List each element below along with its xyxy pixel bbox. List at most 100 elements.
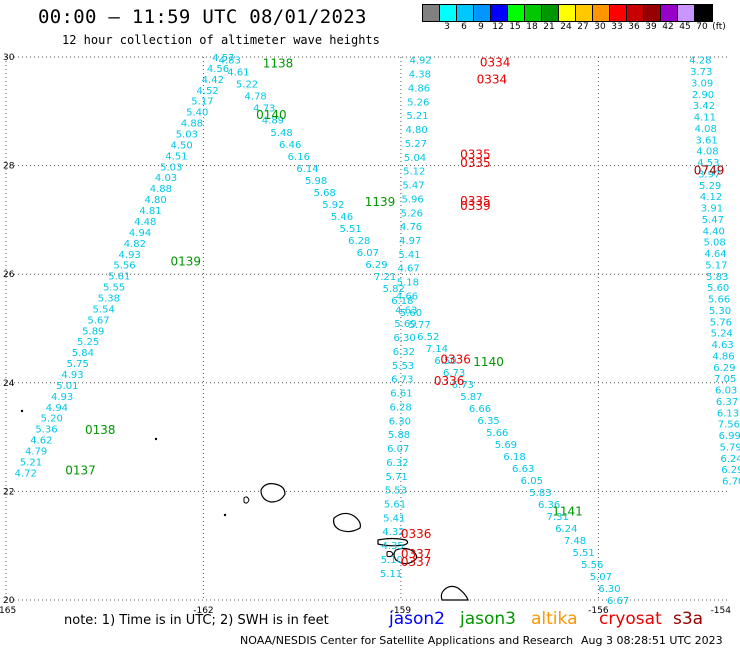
wave-height-value: 6.73	[391, 375, 413, 386]
wave-height-value: 4.80	[145, 195, 167, 206]
wave-height-value: 5.01	[56, 381, 78, 392]
wave-height-value: 4.08	[695, 124, 717, 135]
wave-height-value: 5.69	[495, 440, 517, 451]
wave-height-value: 6.50	[434, 356, 456, 367]
wave-height-value: 4.66	[396, 291, 418, 302]
lat-tick-label: 28	[3, 162, 15, 172]
legend-swatch	[542, 5, 559, 21]
wave-height-value: 6.03	[715, 386, 737, 397]
pass-time-label: 0137	[65, 464, 96, 478]
wave-height-value: 5.20	[41, 414, 63, 425]
wave-height-value: 4.83	[219, 56, 241, 67]
pass-time-label: 0335	[460, 194, 491, 208]
wave-height-value: 4.81	[139, 206, 161, 217]
track-s3a-0749: 4.283.733.092.903.424.114.083.614.084.53…	[689, 56, 740, 488]
wave-height-value: 5.17	[705, 260, 727, 271]
wave-height-value: 6.32	[393, 347, 415, 358]
wave-height-value: 6.29	[365, 260, 387, 271]
legend-swatch	[678, 5, 695, 21]
wave-height-value: 4.67	[398, 264, 420, 275]
wave-height-value: 5.21	[20, 457, 42, 468]
wave-height-value: 6.30	[394, 333, 416, 344]
pass-time-label: 0334	[477, 73, 508, 87]
generated-timestamp: Aug 3 08:28:51 UTC 2023	[581, 634, 723, 647]
wave-height-value: 5.03	[176, 130, 198, 141]
wave-height-value: 4.51	[165, 151, 187, 162]
wave-height-value: 5.82	[383, 284, 405, 295]
wave-height-value: 4.86	[712, 351, 734, 362]
legend-label: 6	[461, 22, 467, 32]
wave-height-value: 5.47	[402, 181, 424, 192]
wave-height-value: 4.78	[245, 92, 267, 103]
wave-height-value: 4.94	[129, 228, 151, 239]
wave-height-value: 4.61	[227, 68, 249, 79]
legend-label: 18	[526, 22, 538, 32]
lat-tick-label: 22	[3, 487, 14, 497]
wave-height-value: 5.54	[93, 304, 115, 315]
pass-time-label: 0140	[256, 108, 287, 122]
wave-height-value: 5.83	[529, 488, 551, 499]
legend-label: 3	[444, 22, 450, 32]
lon-tick-label: -154	[711, 606, 732, 616]
wave-height-value: 6.36	[538, 500, 560, 511]
wave-height-value: 6.14	[296, 164, 318, 175]
wave-height-value: 5.89	[82, 326, 104, 337]
wave-height-value: 4.12	[700, 192, 722, 203]
wave-height-value: 3.91	[701, 204, 723, 215]
wave-height-value: 5.38	[98, 293, 120, 304]
wave-height-value: 3.73	[690, 67, 712, 78]
wave-height-value: 5.79	[719, 442, 740, 453]
wave-height-value: 4.64	[704, 249, 726, 260]
wave-height-value: 4.08	[696, 147, 718, 158]
pass-time-label: 1140	[473, 355, 504, 369]
wave-height-value: 6.70	[722, 477, 740, 488]
grid-lines	[5, 56, 730, 601]
wave-height-value: 5.10	[381, 555, 403, 566]
legend-swatch	[559, 5, 576, 21]
wave-height-value: 5.61	[384, 500, 406, 511]
hawaii-islands	[20, 409, 469, 601]
wave-height-value: 5.47	[702, 215, 724, 226]
wave-height-value: 6.07	[387, 444, 409, 455]
wave-height-value: 4.62	[30, 436, 52, 447]
legend-swatch	[661, 5, 678, 21]
pass-time-label: 0337	[401, 555, 432, 569]
sat-legend-jason2: jason2	[389, 609, 445, 629]
wave-height-value: 5.88	[388, 430, 410, 441]
footer-note: note: 1) Time is in UTC; 2) SWH is in fe…	[64, 613, 329, 628]
legend-swatch	[474, 5, 491, 21]
legend-swatch	[491, 5, 508, 21]
wave-height-value: 4.40	[703, 226, 725, 237]
wave-height-value: 4.93	[51, 392, 73, 403]
wave-height-value: 6.18	[391, 296, 413, 307]
wave-height-value: 4.72	[15, 468, 37, 479]
island-maui	[393, 547, 418, 565]
wave-height-value: 4.93	[61, 370, 83, 381]
legend-swatch	[525, 5, 542, 21]
credit-line: NOAA/NESDIS Center for Satellite Applica…	[240, 634, 574, 647]
wave-height-value: 6.07	[357, 248, 379, 259]
legend-label: 33	[611, 22, 623, 32]
wave-height-value: 5.36	[35, 425, 57, 436]
legend-swatch	[457, 5, 474, 21]
wave-height-value: 6.13	[717, 408, 739, 419]
islet	[20, 409, 24, 413]
wave-height-value: 6.63	[512, 464, 534, 475]
wave-height-value: 6.30	[598, 584, 620, 595]
lon-tick-label: -156	[588, 606, 609, 616]
wave-height-value: 5.11	[380, 569, 402, 580]
wave-height-value: 5.67	[87, 315, 109, 326]
wave-height-value: 6.05	[521, 476, 543, 487]
legend-swatch	[695, 5, 712, 21]
pass-time-labels: 1138 0140 0139 0138 0137 1139 1140 1141 0334 0334…	[65, 55, 724, 569]
lat-tick-label: 24	[3, 379, 15, 389]
wave-height-value: 5.03	[160, 162, 182, 173]
wave-height-value: 6.16	[288, 152, 310, 163]
island-molokai	[377, 537, 409, 547]
wave-height-value: 5.26	[407, 97, 429, 108]
wave-height-value: 7.14	[426, 344, 448, 355]
wave-height-value: 5.08	[703, 238, 725, 249]
